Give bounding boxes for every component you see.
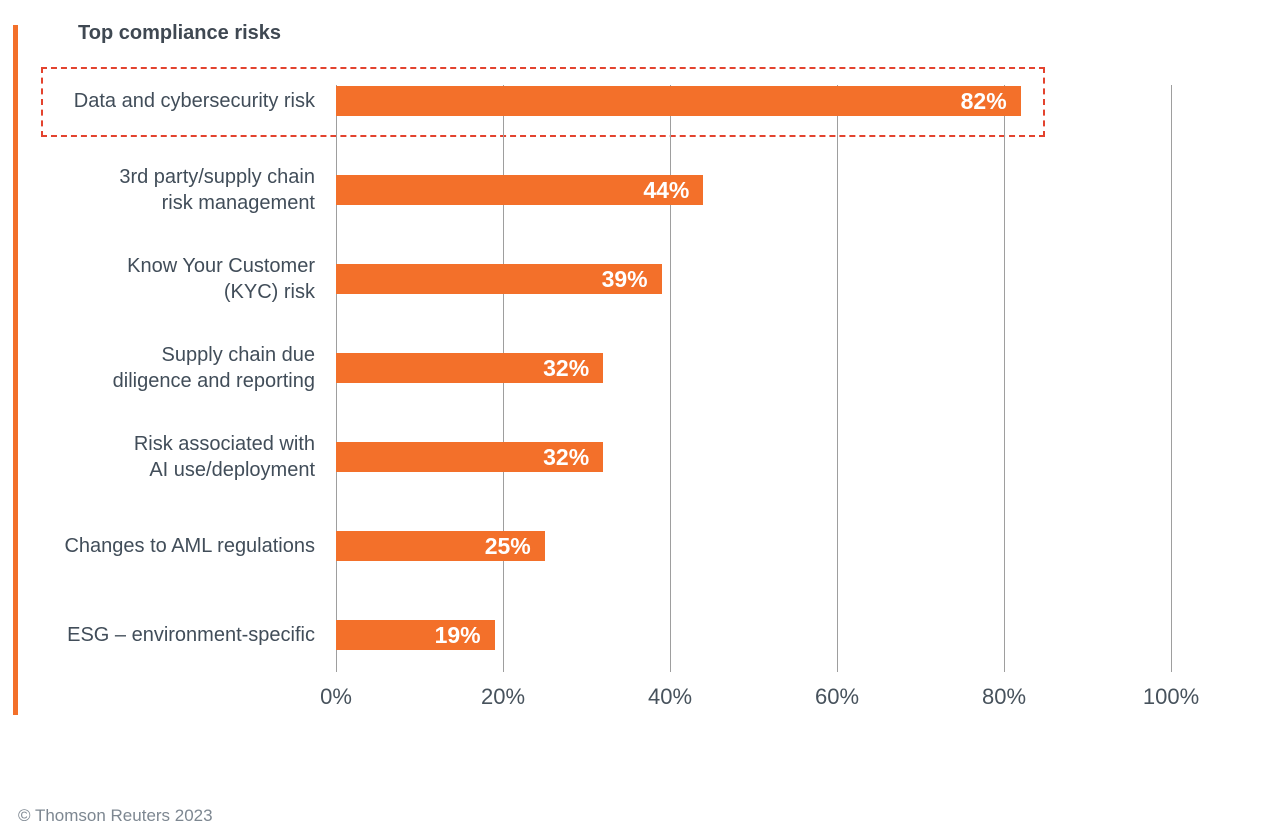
category-label: Know Your Customer (KYC) risk [40,249,315,309]
bar-value-label: 82% [960,87,1007,114]
category-label-line: 3rd party/supply chain [119,166,315,188]
category-label: Risk associated with AI use/deployment [40,427,315,487]
category-label-line: Supply chain due [161,344,315,366]
category-label-line: Know Your Customer [127,255,315,277]
bar-value-label: 44% [643,176,690,203]
x-tick-label-60: 60% [814,684,860,709]
x-tick-label-0: 0% [320,684,352,709]
category-label-line: risk management [161,192,315,214]
copyright-credit: © Thomson Reuters 2023 [18,806,213,825]
x-tick-label-40: 40% [647,684,693,709]
bar-value-label: 25% [484,532,531,559]
gridline-40 [670,85,671,672]
chart-title: Top compliance risks [78,22,282,44]
category-label-line: Risk associated with [133,433,315,455]
gridline-60 [837,85,838,672]
x-tick-label-80: 80% [981,684,1027,709]
bar-value-label: 32% [543,354,590,381]
category-label: ESG – environment-specific [40,605,315,665]
x-tick-label-20: 20% [480,684,526,709]
category-label: 3rd party/supply chain risk management [40,160,315,220]
plot-area: 82% 44% 39% 32% 32% 25% 19% [336,85,1172,672]
category-label: Data and cybersecurity risk [40,71,315,131]
bar-supply-chain-due-diligence-and-reporting: 32% [336,353,604,383]
x-axis: 0% 20% 40% 60% 80% 100% [320,684,1199,714]
category-label-line: Data and cybersecurity risk [73,90,315,112]
bar-know-your-customer-kyc-risk: 39% [336,264,662,294]
category-label-line: (KYC) risk [223,281,315,303]
bar-risk-associated-with-ai-use-deployment: 32% [336,442,604,472]
gridline-100 [1171,85,1172,672]
bar-value-label: 32% [543,443,590,470]
bar-esg-environment-specific: 19% [336,620,495,650]
bar-value-label: 39% [601,265,648,292]
category-label: Changes to AML regulations [40,516,315,576]
x-tick-label-100: 100% [1142,684,1200,709]
bar-changes-to-aml-regulations: 25% [336,531,545,561]
category-label-line: Changes to AML regulations [64,535,315,557]
category-label-line: ESG – environment-specific [67,624,315,646]
top-risk-highlight-box [41,67,1045,137]
bar-data-and-cybersecurity-risk: 82% [336,86,1021,116]
bar-value-label: 19% [434,621,481,648]
bar-3rd-party-supply-chain-risk-management: 44% [336,175,704,205]
gridline-80 [1004,85,1005,672]
accent-stripe [13,25,18,715]
category-label-line: AI use/deployment [149,459,315,481]
category-label: Supply chain due diligence and reporting [40,338,315,398]
category-label-line: diligence and reporting [112,370,315,392]
